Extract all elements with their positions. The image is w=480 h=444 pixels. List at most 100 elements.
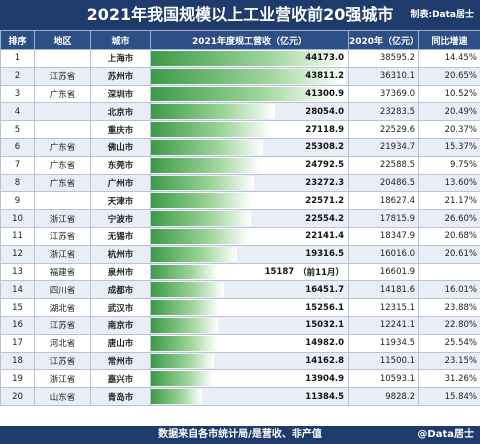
- revenue-bar-cell: 44173.0: [150, 49, 349, 68]
- table-row: 9 天津市 22571.2 18627.4 21.17%: [0, 191, 480, 211]
- revenue-2020-cell: 16601.9: [348, 262, 419, 282]
- chart-title: 2021年我国规模以上工业营收前20强城市: [86, 5, 394, 24]
- header-growth: 同比增速: [418, 30, 480, 50]
- table-row: 8 广东省 广州市 23272.3 20486.5 13.60%: [0, 173, 480, 193]
- province-cell: 河北省: [34, 333, 91, 353]
- revenue-2020-cell: 12315.1: [348, 298, 419, 317]
- city-cell: 泉州市: [90, 262, 151, 282]
- revenue-bar: [151, 228, 249, 244]
- city-cell: 武汉市: [90, 298, 151, 317]
- rank-cell: 15: [0, 298, 35, 317]
- city-cell: 无锡市: [90, 226, 151, 246]
- footer-watermark: @Data居士: [417, 429, 474, 440]
- province-cell: 广东省: [34, 173, 91, 193]
- rank-cell: 8: [0, 173, 35, 193]
- rank-cell: 9: [0, 191, 35, 211]
- revenue-bar: [151, 300, 219, 315]
- city-cell: 重庆市: [90, 120, 151, 139]
- growth-cell: [418, 262, 480, 282]
- revenue-2020-cell: 38595.2: [348, 49, 419, 68]
- city-cell: 宁波市: [90, 209, 151, 228]
- city-cell: 广州市: [90, 173, 151, 193]
- table-row: 17 河北省 唐山市 14982.0 11934.5 25.54%: [0, 333, 480, 353]
- revenue-bar-cell: 22141.4: [150, 226, 349, 246]
- city-cell: 青岛市: [90, 387, 151, 406]
- province-cell: [34, 191, 91, 211]
- revenue-value-label: 22554.2: [305, 213, 344, 224]
- growth-cell: 20.68%: [418, 226, 480, 246]
- growth-cell: 14.45%: [418, 49, 480, 68]
- rank-cell: 2: [0, 66, 35, 86]
- revenue-bar: [151, 389, 202, 404]
- revenue-label-group: 14982.0: [305, 335, 344, 352]
- revenue-bar: [151, 139, 263, 155]
- revenue-label-group: 14162.8: [305, 353, 344, 370]
- table-row: 7 广东省 东莞市 24792.5 22588.5 9.75%: [0, 155, 480, 175]
- table-row: 18 江苏省 常州市 14162.8 11500.1 23.15%: [0, 351, 480, 371]
- rank-cell: 3: [0, 84, 35, 104]
- revenue-label-group: 15256.1: [305, 299, 344, 316]
- table-body: 1 上海市 44173.0 38595.2 14.45% 2 江苏省 苏州市 43811.2 36…: [0, 49, 480, 406]
- revenue-bar-cell: 23272.3: [150, 173, 349, 193]
- revenue-bar-cell: 22554.2: [150, 209, 349, 228]
- growth-cell: 15.37%: [418, 137, 480, 157]
- table-row: 6 广东省 佛山市 25308.2 21934.7 15.37%: [0, 137, 480, 157]
- revenue-2020-cell: 11500.1: [348, 351, 419, 371]
- table-row: 15 湖北省 武汉市 15256.1 12315.1 23.88%: [0, 298, 480, 317]
- table-row: 5 重庆市 27118.9 22529.6 20.37%: [0, 120, 480, 139]
- revenue-bar: [151, 264, 218, 280]
- table-header-row: 排序 地区 城市 2021年度规工营收（亿元） 2020年（亿元） 同比增速: [0, 30, 480, 50]
- table-row: 20 山东省 青岛市 11384.5 9828.2 15.84%: [0, 387, 480, 406]
- revenue-bar: [151, 175, 254, 191]
- province-cell: 浙江省: [34, 369, 91, 389]
- rank-cell: 5: [0, 120, 35, 139]
- rank-cell: 16: [0, 315, 35, 335]
- revenue-value-label: 13904.9: [305, 373, 344, 384]
- city-cell: 成都市: [90, 280, 151, 300]
- revenue-label-group: 23272.3: [305, 175, 344, 192]
- province-cell: 广东省: [34, 137, 91, 157]
- maker-credit: 制表:Data居士: [410, 10, 474, 20]
- revenue-value-label: 11384.5: [305, 391, 344, 402]
- revenue-2020-cell: 36310.1: [348, 66, 419, 86]
- city-cell: 东莞市: [90, 155, 151, 175]
- revenue-2020-cell: 22588.5: [348, 155, 419, 175]
- table-row: 1 上海市 44173.0 38595.2 14.45%: [0, 49, 480, 68]
- revenue-2020-cell: 22529.6: [348, 120, 419, 139]
- growth-cell: 10.52%: [418, 84, 480, 104]
- province-cell: [34, 102, 91, 122]
- revenue-bar-cell: 24792.5: [150, 155, 349, 175]
- revenue-label-group: 22141.4: [305, 228, 344, 245]
- growth-cell: 25.54%: [418, 333, 480, 353]
- city-cell: 常州市: [90, 351, 151, 371]
- rank-cell: 18: [0, 351, 35, 371]
- table-row: 11 江苏省 无锡市 22141.4 18347.9 20.68%: [0, 226, 480, 246]
- revenue-2020-cell: 37369.0: [348, 84, 419, 104]
- revenue-2020-cell: 11934.5: [348, 333, 419, 353]
- revenue-label-group: 13904.9: [305, 370, 344, 387]
- growth-cell: 20.65%: [418, 66, 480, 86]
- revenue-label-group: 28054.0: [305, 103, 344, 120]
- province-cell: 江苏省: [34, 351, 91, 371]
- city-cell: 唐山市: [90, 333, 151, 353]
- source-note: 数据来自各市统计局/是营收、非产值: [158, 429, 322, 440]
- revenue-bar-cell: 41300.9: [150, 84, 349, 104]
- growth-cell: 31.26%: [418, 369, 480, 389]
- revenue-value-label: 19316.5: [305, 249, 344, 260]
- revenue-label-group: 44173.0: [305, 50, 344, 67]
- header-rank: 排序: [0, 30, 35, 50]
- growth-cell: 20.61%: [418, 244, 480, 264]
- growth-cell: 20.37%: [418, 120, 480, 139]
- revenue-bar: [151, 353, 214, 369]
- province-cell: 福建省: [34, 262, 91, 282]
- rank-cell: 1: [0, 49, 35, 68]
- revenue-bar: [151, 317, 218, 333]
- revenue-bar-cell: 28054.0: [150, 102, 349, 122]
- rank-cell: 12: [0, 244, 35, 264]
- revenue-2020-cell: 10593.1: [348, 369, 419, 389]
- revenue-label-group: 22571.2: [305, 192, 344, 209]
- revenue-label-group: 19316.5: [305, 246, 344, 263]
- revenue-bar: [151, 51, 347, 66]
- revenue-bar-cell: 14982.0: [150, 333, 349, 353]
- revenue-label-group: 11384.5: [305, 388, 344, 405]
